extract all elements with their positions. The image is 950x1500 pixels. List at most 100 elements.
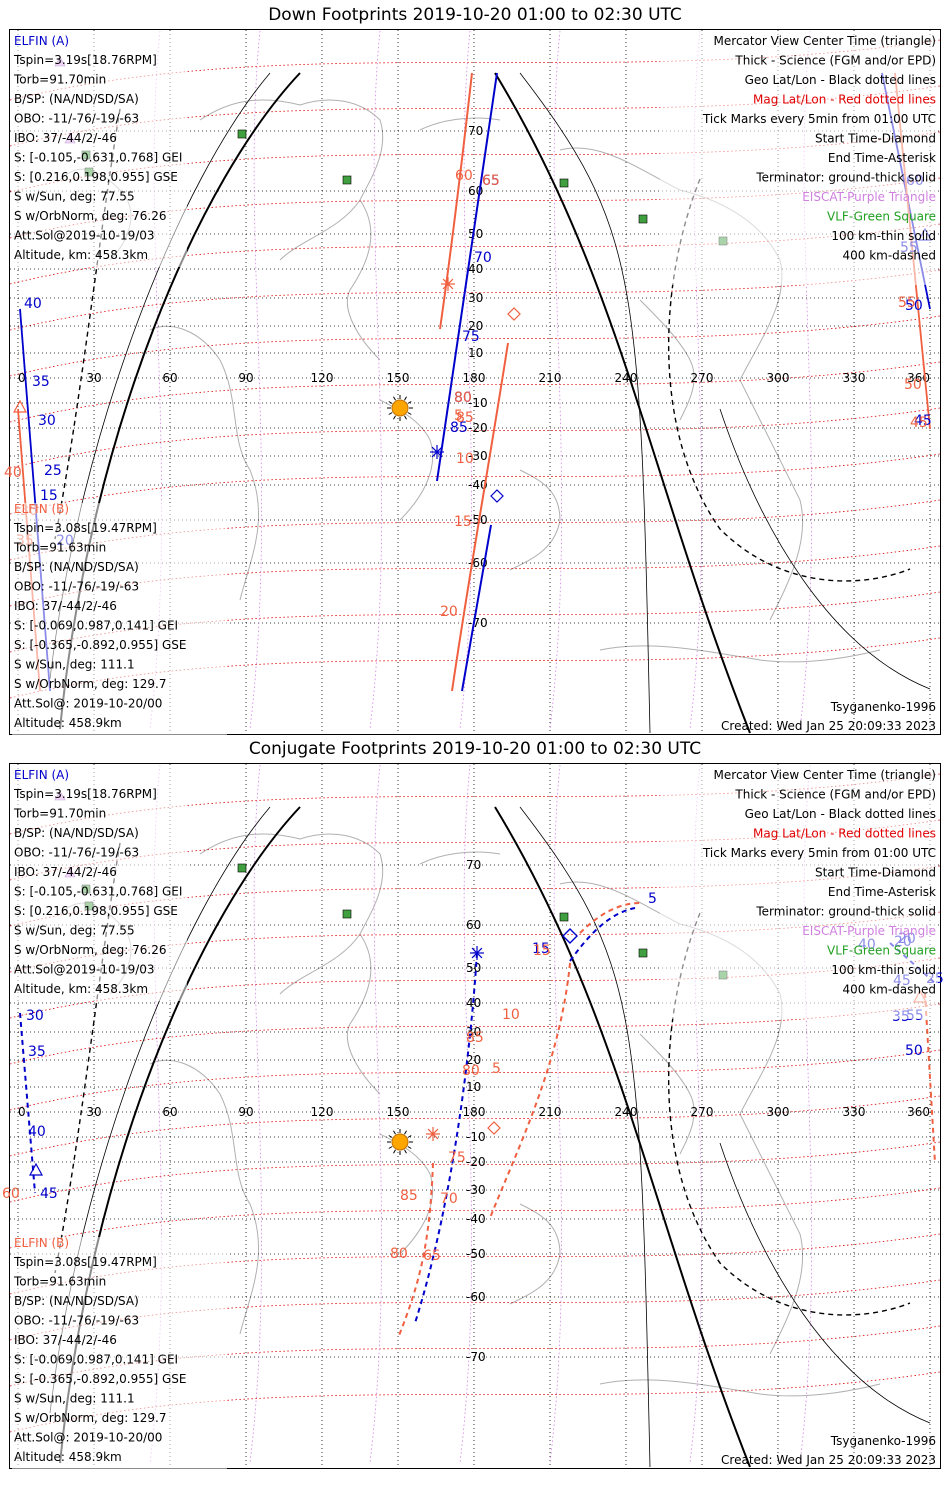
elfin-b-info-line: S: [-0.069,0.987,0.141] GEI <box>14 1353 178 1367</box>
elfin-a-info-line: S w/Sun, deg: 77.55 <box>14 190 135 204</box>
track-label-b: 60 <box>455 168 473 184</box>
green-square-icon <box>237 129 247 139</box>
legend-backdrop <box>660 31 938 285</box>
info-backdrop <box>12 31 187 267</box>
mag-lat-curve <box>9 361 941 423</box>
coastline-segment <box>599 645 881 663</box>
coastline-segment <box>739 1113 804 1355</box>
track-label-b: 20 <box>440 604 458 620</box>
info-backdrop <box>12 1237 227 1469</box>
legend-item: Tick Marks every 5min from 01:00 UTC <box>702 112 936 126</box>
lat-tick-label: 70 <box>466 858 481 872</box>
lat-tick-label: -20 <box>466 1155 486 1169</box>
coastlines <box>59 99 881 663</box>
coastline-segment <box>199 99 384 261</box>
track-label-a: 25 <box>44 463 62 479</box>
mag-lat-curve <box>9 1049 941 1111</box>
green-square-icon <box>638 214 648 224</box>
mag-lon-curve <box>459 764 473 1464</box>
elfin-b-info-line: Altitude: 458.9km <box>14 1450 122 1464</box>
terminator-100km-right <box>519 806 651 1468</box>
elfin-b-info-line: B/SP: (NA/ND/SD/SA) <box>14 1294 139 1308</box>
lon-tick-label: 240 <box>615 1105 638 1119</box>
mag-lon-curve <box>549 764 563 1464</box>
sun-ray <box>404 415 407 420</box>
track-label-a: 85 <box>450 420 468 436</box>
start-diamond-a <box>562 928 578 944</box>
lon-tick-label: 60 <box>162 1105 177 1119</box>
elfin-a-info-line: Altitude, km: 458.3km <box>14 982 148 996</box>
elfin-a-track-labels: 403530252015657075808560555045 <box>24 173 932 549</box>
sun-ray <box>388 412 393 415</box>
coastline-segment <box>149 325 260 601</box>
elfin-b-info-line: S w/OrbNorm, deg: 129.7 <box>14 677 166 691</box>
green-square-icon <box>237 863 247 873</box>
coastline-segment <box>509 469 561 571</box>
elfin-a-info-line: IBO: 37/-44/2/-46 <box>14 131 117 145</box>
sun-ray <box>393 396 396 401</box>
elfin-b-info-line: S: [-0.069,0.987,0.141] GEI <box>14 619 178 633</box>
elfin-b-header: ELFIN (B) <box>14 1236 69 1250</box>
sun-icon <box>387 395 413 421</box>
elfin-a-info-line: Att.Sol@2019-10-19/03 <box>14 963 155 977</box>
sun-ray <box>407 1135 412 1138</box>
track-label-b: 70 <box>440 1191 458 1207</box>
elfin-a-info-line: S w/Sun, deg: 77.55 <box>14 924 135 938</box>
legend-item: Terminator: ground-thick solid <box>755 171 936 185</box>
end-asterisk-b <box>442 278 454 290</box>
elfin-a-info-line: Att.Sol@2019-10-19/03 <box>14 229 155 243</box>
lon-tick-label: 330 <box>843 371 866 385</box>
legend-item: EISCAT-Purple Triangle <box>802 924 936 938</box>
elfin-b-header: ELFIN (B) <box>14 502 69 516</box>
lon-tick-label: 0 <box>18 1105 26 1119</box>
end-asterisk-a <box>431 446 443 458</box>
legend-item: End Time-Asterisk <box>828 885 936 899</box>
mag-lon-curve <box>249 764 263 1464</box>
elfin-b-info-line: IBO: 37/-44/2/-46 <box>14 599 117 613</box>
track-label-a: 40 <box>24 296 42 312</box>
coastline-segment <box>149 1059 260 1335</box>
lat-tick-label: 30 <box>468 291 483 305</box>
sun-ray <box>388 1146 393 1149</box>
start-diamond-a <box>490 489 504 503</box>
elfin-a-info-line: Tspin=3.19s[18.76RPM] <box>13 787 157 801</box>
lon-tick-label: 150 <box>387 371 410 385</box>
legend-item: Thick - Science (FGM and/or EPD) <box>734 788 936 802</box>
track-label-b: 85 <box>466 1030 484 1046</box>
lat-tick-label: -10 <box>466 1130 486 1144</box>
elfin-b-track-north <box>579 902 641 934</box>
legend-item: Start Time-Diamond <box>815 132 936 146</box>
mag-lat-curve <box>9 1095 941 1157</box>
track-label-a: 45 <box>914 413 932 429</box>
sun-ray <box>393 1130 396 1135</box>
lat-tick-label: 10 <box>466 1080 481 1094</box>
coastline-segment <box>346 199 381 361</box>
elfin-b-info: ELFIN (B) Tspin=3.08s[19.47RPM] Torb=91.63… <box>12 1236 227 1469</box>
track-label-b: 60 <box>2 1186 20 1202</box>
legend-item: Thick - Science (FGM and/or EPD) <box>734 54 936 68</box>
lon-tick-label: 300 <box>767 371 790 385</box>
legend-item: Mag Lat/Lon - Red dotted lines <box>753 93 936 107</box>
coastline-segment <box>199 833 384 995</box>
coastlines <box>59 833 881 1397</box>
mag-lat-curve <box>9 1003 941 1065</box>
elfin-b-info-line: S: [-0.365,-0.892,0.955] GSE <box>14 1372 187 1386</box>
elfin-b-info-line: Tspin=3.08s[19.47RPM] <box>13 1255 157 1269</box>
lat-tick-label: 20 <box>466 1053 481 1067</box>
lat-tick-label: -40 <box>466 1212 486 1226</box>
lat-tick-label: 70 <box>468 124 483 138</box>
track-label-b: 45 <box>910 415 928 431</box>
panel-frame <box>9 29 941 735</box>
sun-ray <box>407 412 412 415</box>
track-label-a: 70 <box>474 250 492 266</box>
elfin-a-info-line: B/SP: (NA/ND/SD/SA) <box>14 92 139 106</box>
lon-tick-label: 120 <box>311 1105 334 1119</box>
lon-tick-label: 30 <box>86 1105 101 1119</box>
terminator-100km-lower <box>719 408 931 690</box>
lon-tick-label: 210 <box>539 1105 562 1119</box>
elfin-a-info-line: OBO: -11/-76/-19/-63 <box>14 112 139 126</box>
created-timestamp: Created: Wed Jan 25 20:09:33 2023 <box>721 1453 936 1467</box>
end-asterisk-a <box>471 947 483 959</box>
lon-tick-label: 90 <box>238 1105 253 1119</box>
track-label-b: 65 <box>423 1248 441 1264</box>
